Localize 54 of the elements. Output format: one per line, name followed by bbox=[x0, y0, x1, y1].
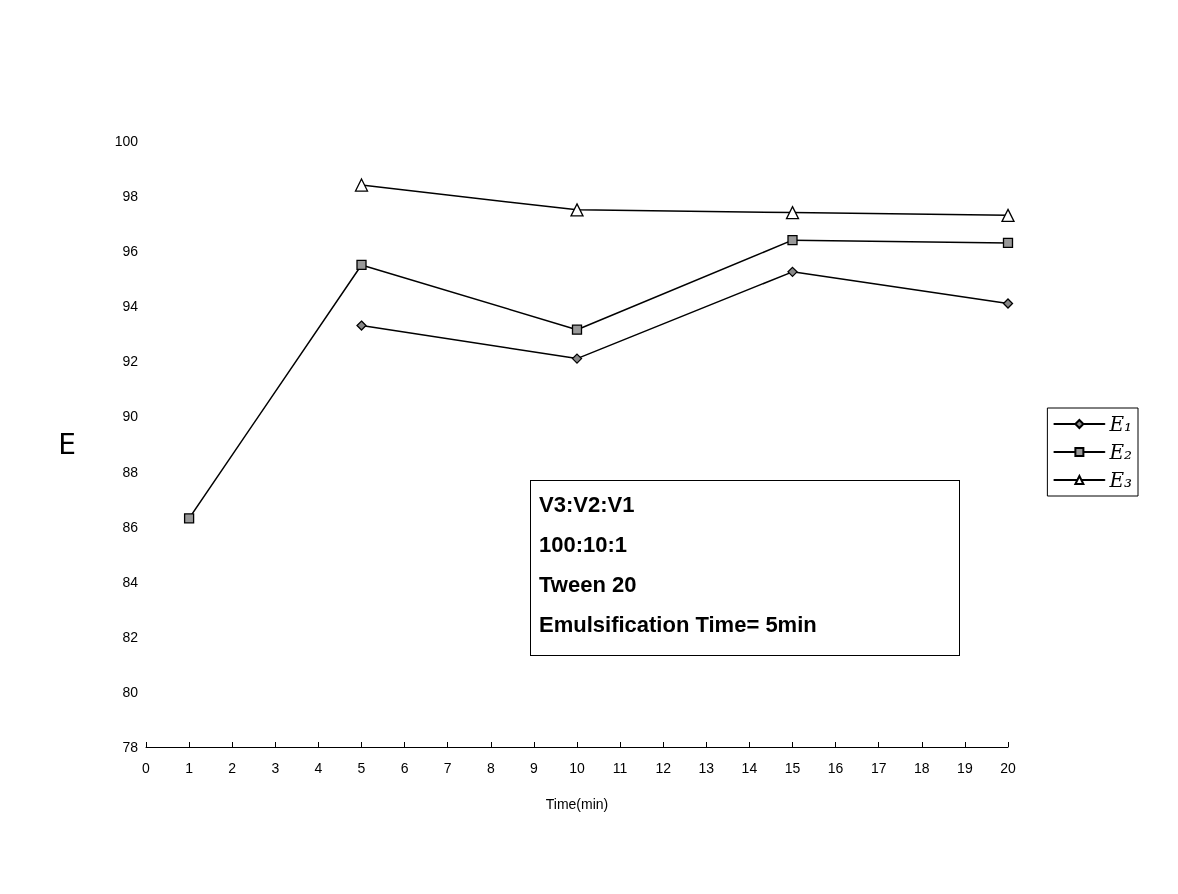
y-tick-label: 88 bbox=[122, 463, 139, 480]
x-tick-label: 17 bbox=[870, 760, 887, 776]
annotation: Emulsification Time= 5min bbox=[539, 611, 818, 639]
y-tick-label: 84 bbox=[122, 573, 139, 590]
y-tick-label: 100 bbox=[114, 133, 139, 149]
x-tick-label: 8 bbox=[486, 760, 495, 776]
point bbox=[356, 259, 367, 271]
y-axis-title: E bbox=[58, 427, 76, 461]
point bbox=[785, 205, 800, 220]
y-tick-label: 92 bbox=[122, 353, 139, 370]
legend-label: E₁ bbox=[1108, 412, 1133, 436]
point bbox=[1002, 237, 1014, 249]
x-tick-label: 12 bbox=[655, 760, 672, 776]
x-tick-label: 6 bbox=[400, 760, 409, 776]
y-tick-label: 78 bbox=[122, 739, 139, 755]
x-tick-label: 0 bbox=[142, 760, 151, 776]
annotation: Tween 20 bbox=[539, 571, 638, 599]
x-tick-label: 20 bbox=[1000, 760, 1016, 776]
x-tick-label: 11 bbox=[612, 760, 628, 776]
y-tick-label: 86 bbox=[122, 518, 139, 535]
point bbox=[787, 235, 798, 246]
point bbox=[183, 513, 195, 524]
point bbox=[356, 320, 367, 331]
y-tick-label: 96 bbox=[122, 243, 139, 260]
x-tick-label: 9 bbox=[530, 760, 538, 776]
y-tick-label: 94 bbox=[122, 298, 139, 315]
point bbox=[571, 324, 583, 335]
x-tick-label: 18 bbox=[914, 760, 930, 776]
x-tick-label: 19 bbox=[957, 760, 973, 776]
annotation: 100:10:1 bbox=[539, 531, 629, 559]
legend-label: E₂ bbox=[1108, 440, 1133, 464]
y-tick-label: 90 bbox=[122, 408, 139, 425]
x-axis-title: Time(min) bbox=[545, 796, 609, 812]
point bbox=[571, 353, 583, 364]
x-tick-label: 3 bbox=[271, 760, 280, 776]
point bbox=[787, 266, 798, 277]
x-tick-label: 5 bbox=[357, 760, 366, 776]
y-tick-label: 80 bbox=[122, 683, 139, 700]
x-tick-label: 15 bbox=[784, 760, 801, 776]
annotation: V3:V2:V1 bbox=[539, 491, 636, 519]
y-tick-label: 82 bbox=[122, 628, 139, 645]
x-tick-label: 4 bbox=[314, 760, 323, 776]
x-tick-label: 10 bbox=[569, 760, 585, 776]
x-tick-label: 1 bbox=[185, 760, 194, 776]
x-tick-label: 2 bbox=[228, 760, 237, 776]
x-tick-label: 14 bbox=[741, 760, 758, 776]
point bbox=[570, 203, 584, 217]
x-tick-label: 16 bbox=[827, 760, 844, 776]
point bbox=[354, 178, 369, 192]
x-tick-label: 13 bbox=[698, 760, 715, 776]
point bbox=[1001, 208, 1015, 223]
legend-label: E₃ bbox=[1108, 468, 1133, 492]
x-tick-label: 7 bbox=[443, 760, 452, 776]
y-tick-label: 98 bbox=[122, 188, 139, 205]
